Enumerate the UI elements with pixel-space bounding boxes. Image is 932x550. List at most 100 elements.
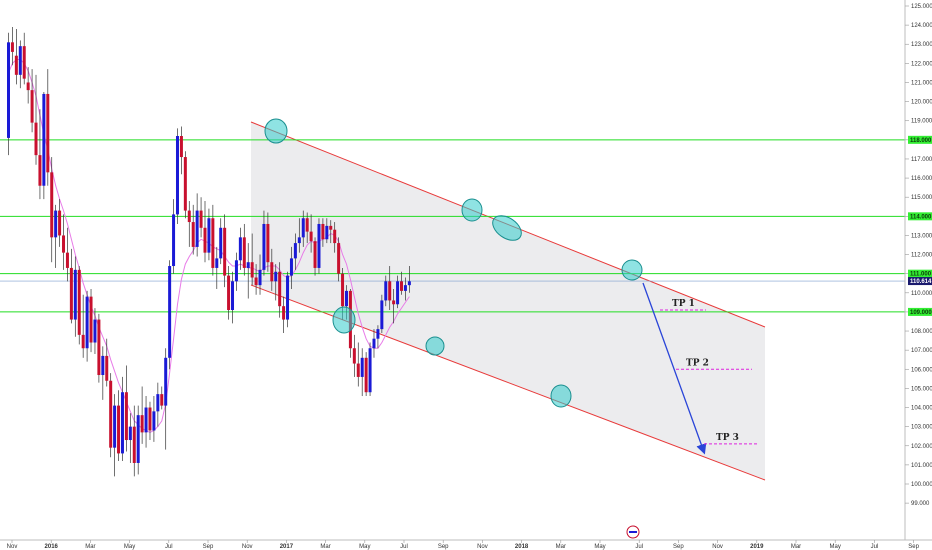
candle (97, 313, 101, 383)
candle (7, 32, 10, 156)
price-tick-label: 119.000 (911, 119, 932, 125)
candle-body (384, 281, 388, 301)
candle-body (344, 290, 348, 307)
candle-body (219, 227, 223, 259)
time-tick-label: Nov (242, 544, 253, 550)
take-profit-label: TP 1 (672, 299, 695, 309)
candle-body (38, 155, 42, 186)
candle (293, 233, 297, 270)
candle (297, 218, 301, 253)
touch-marker (425, 336, 445, 356)
candle-body (329, 225, 333, 230)
current-price-badge (908, 277, 932, 286)
candle-body (85, 296, 89, 349)
candle-body (132, 426, 136, 463)
candle (77, 266, 81, 345)
candle-body (321, 223, 325, 240)
candle-body (199, 210, 203, 228)
candle-body (360, 357, 364, 377)
candle (30, 69, 34, 133)
candle (286, 271, 290, 328)
price-tick-label: 112.000 (911, 253, 932, 259)
candle (120, 376, 124, 462)
candle-body (227, 275, 231, 311)
candle (175, 128, 179, 224)
candle (136, 405, 140, 475)
time-tick-label: Mar (791, 544, 801, 550)
candle-body (305, 218, 309, 232)
candle-body (356, 363, 360, 377)
candle-body (250, 262, 254, 278)
candle-body (313, 241, 317, 268)
candle (50, 157, 54, 263)
candle (69, 248, 73, 324)
candle-body (89, 296, 93, 343)
candle-body (69, 267, 73, 320)
candle-body (124, 392, 128, 441)
touch-marker (332, 306, 356, 334)
time-tick-label: Jul (400, 544, 408, 550)
candle-body (179, 136, 183, 158)
candle-body (234, 260, 238, 282)
candle-body (246, 262, 250, 268)
candle (128, 413, 132, 463)
candle (109, 373, 113, 458)
candle (203, 201, 207, 263)
candle (191, 204, 195, 255)
candle (368, 342, 372, 397)
candle (160, 386, 164, 410)
candle-body (120, 392, 124, 454)
candle (392, 288, 396, 324)
candle-body (18, 46, 22, 75)
candle-body (26, 82, 30, 91)
candle (105, 338, 109, 387)
time-axis: Nov 2016 Mar May Jul Sep Nov 2017 Mar May Jul Sep No… (0, 539, 932, 550)
touch-marker (492, 215, 522, 241)
candle-body (81, 334, 85, 349)
candle (164, 348, 168, 450)
price-tick-label: 108.000 (911, 329, 932, 335)
candle (89, 288, 93, 353)
candle (148, 401, 152, 441)
candle-body (368, 348, 372, 393)
level-price-badge-label: 109.000 (910, 310, 932, 316)
watermark-logo (626, 525, 640, 539)
candle (113, 394, 117, 477)
price-tick-label: 106.000 (911, 367, 932, 373)
candle (22, 32, 26, 85)
candle (250, 233, 254, 286)
candle-body (266, 223, 270, 263)
time-tick-label: Mar (85, 544, 95, 550)
time-tick-label: Sep (438, 544, 449, 550)
candle (407, 266, 411, 293)
candle-body (254, 277, 258, 286)
take-profit-label: TP 2 (686, 358, 709, 368)
candle-body (140, 415, 144, 433)
touch-marker (264, 118, 288, 144)
time-tick-label: Nov (7, 544, 18, 550)
candle-body (262, 223, 266, 270)
candle (333, 222, 337, 253)
candle (384, 275, 388, 307)
candle-body (195, 210, 199, 247)
candle (329, 220, 333, 244)
candle (309, 214, 313, 253)
candle (124, 365, 128, 452)
candle-body (128, 426, 132, 441)
candle (46, 69, 50, 186)
candle-body (352, 348, 356, 364)
candle (321, 218, 325, 247)
candle (403, 277, 407, 301)
candle (380, 294, 384, 333)
candle-body (207, 218, 211, 253)
candle-body (187, 210, 191, 223)
candle-body (148, 407, 152, 431)
time-tick-label: Jul (165, 544, 173, 550)
candle (187, 201, 191, 247)
candle-body (388, 281, 392, 301)
time-tick-label: Jul (635, 544, 643, 550)
candle-body (30, 90, 34, 123)
candle-body (65, 252, 69, 268)
candle-body (14, 55, 18, 75)
candle (376, 325, 380, 349)
